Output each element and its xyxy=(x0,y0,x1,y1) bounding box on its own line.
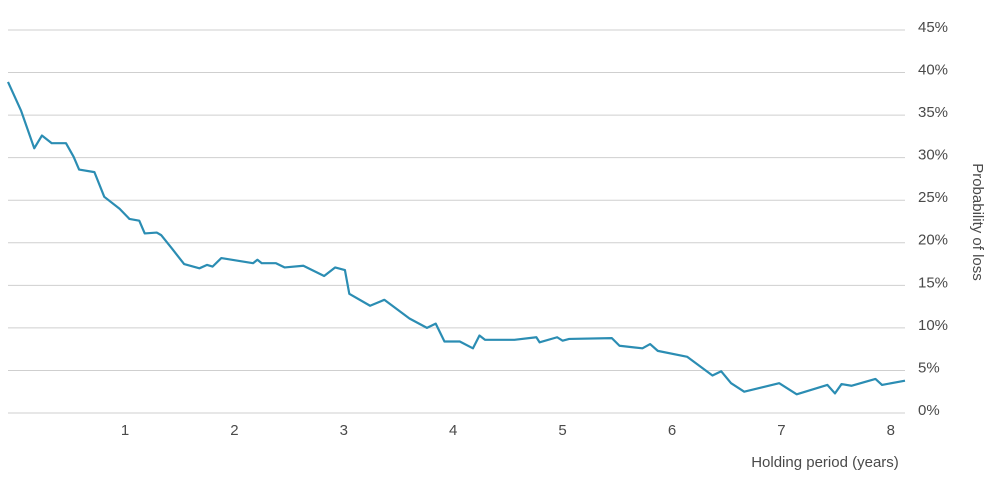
y-tick-label: 10% xyxy=(918,317,948,334)
y-tick-label: 45% xyxy=(918,19,948,36)
x-tick-label: 5 xyxy=(558,422,566,439)
y-tick-label: 40% xyxy=(918,62,948,79)
x-tick-label: 6 xyxy=(668,422,676,439)
y-tick-label: 20% xyxy=(918,232,948,249)
y-tick-label: 25% xyxy=(918,189,948,206)
x-axis-label: Holding period (years) xyxy=(751,454,899,471)
y-tick-label: 0% xyxy=(918,402,940,419)
y-tick-label: 30% xyxy=(918,147,948,164)
y-tick-label: 35% xyxy=(918,104,948,121)
y-axis-label: Probability of loss xyxy=(969,163,986,281)
x-tick-label: 8 xyxy=(887,422,895,439)
x-tick-label: 1 xyxy=(121,422,129,439)
x-tick-label: 4 xyxy=(449,422,457,439)
x-tick-label: 3 xyxy=(340,422,348,439)
y-tick-label: 5% xyxy=(918,359,940,376)
y-tick-label: 15% xyxy=(918,274,948,291)
x-tick-label: 7 xyxy=(777,422,785,439)
line xyxy=(6,81,906,396)
x-tick-label: 2 xyxy=(230,422,238,439)
